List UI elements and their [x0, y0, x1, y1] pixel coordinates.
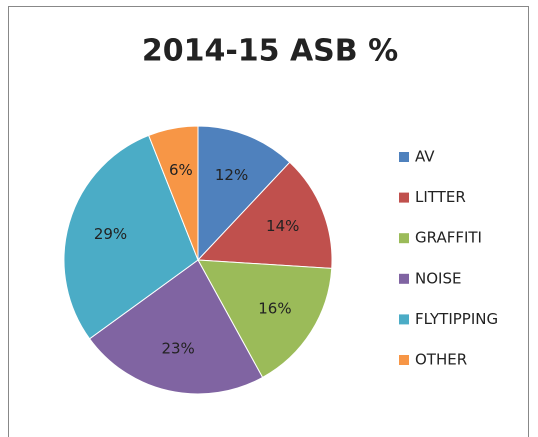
- legend-swatch: [399, 152, 409, 162]
- legend-swatch: [399, 273, 409, 284]
- legend-swatch: [399, 314, 409, 325]
- legend-label: NOISE: [415, 269, 461, 287]
- data-label: 23%: [161, 339, 194, 357]
- pie-slice: [197, 125, 291, 262]
- data-label: 16%: [258, 299, 291, 317]
- data-label: 29%: [94, 225, 127, 243]
- chart-title: 2014-15 ASB %: [142, 34, 398, 69]
- pie-slice: [196, 161, 333, 269]
- legend-label: GRAFFITI: [415, 229, 482, 247]
- legend-swatch: [399, 192, 409, 203]
- pie-slice: [88, 259, 264, 395]
- legend-swatch: [399, 233, 409, 244]
- data-label: 12%: [215, 166, 248, 184]
- data-label: 6%: [169, 161, 193, 179]
- pie-slice: [63, 134, 199, 340]
- pie-slice: [197, 259, 333, 379]
- legend-label: OTHER: [415, 351, 467, 369]
- legend-label: LITTER: [415, 188, 466, 206]
- pie-slice: [148, 125, 199, 261]
- legend-label: AV: [415, 148, 435, 166]
- legend-label: FLYTIPPING: [415, 310, 498, 328]
- data-label: 14%: [266, 217, 299, 235]
- legend-swatch: [399, 355, 409, 365]
